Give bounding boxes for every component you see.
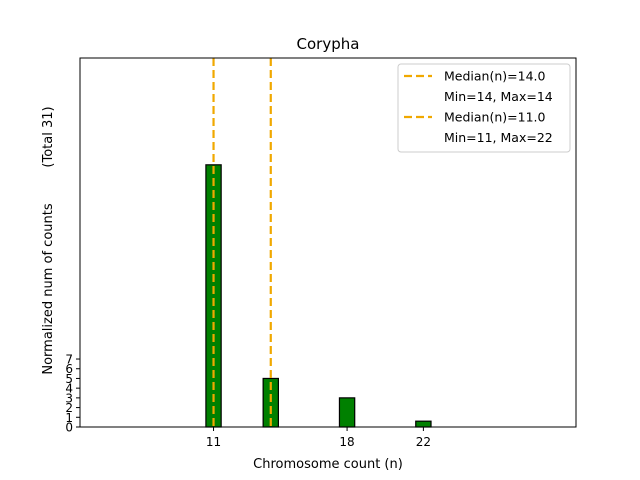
y-tick-label: 0 [65, 421, 73, 435]
y-axis-label: Normalized num of counts [41, 203, 56, 374]
y-axis-total-note: (Total 31) [41, 106, 56, 167]
legend-label: Min=14, Max=14 [444, 89, 553, 104]
x-tick-label: 11 [206, 435, 221, 449]
bar [338, 397, 356, 428]
x-axis-ticks: 11 18 22 [206, 427, 431, 449]
x-tick-label: 18 [339, 435, 354, 449]
bars-layer [205, 164, 432, 428]
chart-title: Corypha [297, 35, 360, 53]
legend-label: Median(n)=14.0 [444, 69, 545, 84]
y-tick-label: 6 [65, 362, 73, 376]
x-axis-label: Chromosome count (n) [253, 457, 403, 472]
plot-frame [79, 57, 577, 428]
y-tick-label: 3 [65, 391, 73, 405]
y-tick-label: 1 [65, 411, 73, 425]
y-tick-label: 5 [65, 372, 73, 386]
legend-label: Min=11, Max=22 [444, 130, 553, 145]
median-lines-layer [212, 58, 272, 427]
bar [415, 420, 432, 428]
x-tick-label: 22 [416, 435, 431, 449]
y-tick-label: 7 [65, 353, 73, 367]
legend-box [397, 63, 571, 153]
legend-label: Median(n)=11.0 [444, 110, 545, 125]
legend: Median(n)=14.0 Min=14, Max=14 Median(n)=11… [397, 63, 571, 153]
y-tick-label: 4 [65, 382, 73, 396]
y-tick-label: 2 [65, 401, 73, 415]
